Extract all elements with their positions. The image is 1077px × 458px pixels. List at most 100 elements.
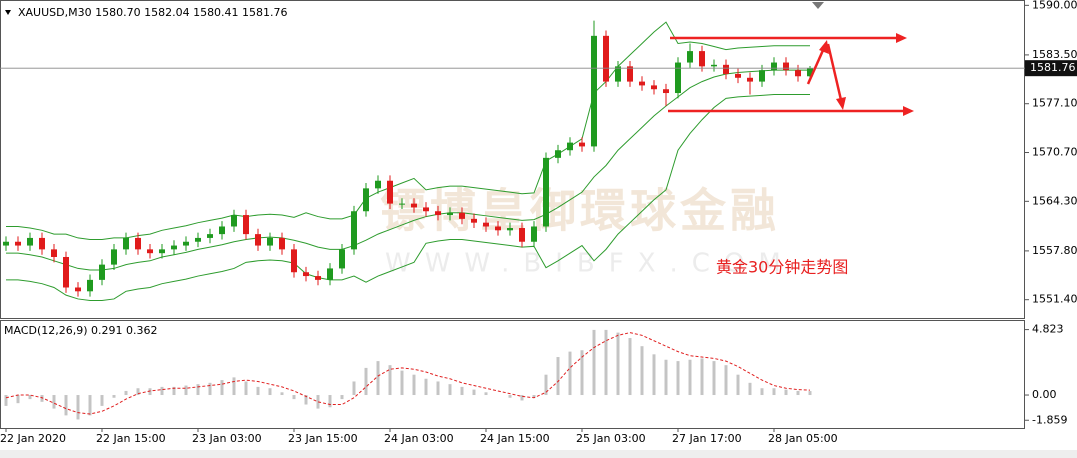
macd-bar bbox=[688, 359, 692, 396]
macd-bar bbox=[784, 389, 788, 396]
macd-bar bbox=[400, 370, 404, 396]
macd-bar bbox=[112, 395, 116, 398]
candle-body bbox=[495, 226, 501, 231]
candle-body bbox=[519, 228, 525, 242]
macd-bar bbox=[100, 395, 104, 406]
watermark-url: WWW.BIBFX.COM bbox=[385, 249, 795, 279]
y-tick-label: 1570.70 bbox=[1032, 146, 1077, 159]
macd-bar bbox=[232, 377, 236, 396]
bollinger-band bbox=[6, 21, 810, 240]
candle-body bbox=[39, 237, 45, 250]
x-tick-label: 24 Jan 03:00 bbox=[384, 432, 454, 445]
macd-bar bbox=[352, 381, 356, 396]
macd-bar bbox=[748, 382, 752, 396]
macd-bar bbox=[220, 380, 224, 396]
shift-marker bbox=[812, 2, 824, 9]
macd-bar bbox=[760, 388, 764, 396]
macd-bar bbox=[592, 329, 596, 396]
macd-bar bbox=[124, 390, 128, 396]
candle-body bbox=[627, 66, 633, 82]
arrow-head bbox=[896, 33, 907, 43]
y-tick-label: 1577.10 bbox=[1032, 97, 1077, 110]
macd-bar bbox=[508, 395, 512, 398]
macd-header: MACD(12,26,9) 0.291 0.362 bbox=[4, 324, 158, 337]
macd-bar bbox=[568, 351, 572, 396]
candle-body bbox=[267, 237, 273, 246]
candle-body bbox=[219, 226, 225, 235]
candle-body bbox=[51, 249, 57, 257]
macd-bar bbox=[184, 385, 188, 396]
x-tick-label: 23 Jan 15:00 bbox=[288, 432, 358, 445]
macd-bar bbox=[292, 395, 296, 400]
candle-body bbox=[531, 226, 537, 242]
watermark: 镖博皇御環球金融 WWW.BIBFX.COM bbox=[380, 184, 795, 279]
macd-bar bbox=[652, 354, 656, 396]
macd-bar bbox=[520, 395, 524, 401]
macd-bar bbox=[772, 388, 776, 396]
macd-bar bbox=[28, 395, 32, 400]
candle-body bbox=[795, 70, 801, 77]
x-tick-label: 25 Jan 03:00 bbox=[576, 432, 646, 445]
candle-body bbox=[159, 249, 165, 254]
arrow-head bbox=[836, 97, 846, 110]
macd-bar bbox=[304, 395, 308, 405]
candle-body bbox=[27, 237, 33, 246]
candle-body bbox=[723, 64, 729, 74]
macd-bar bbox=[640, 346, 644, 396]
candle-body bbox=[3, 241, 9, 246]
candle-body bbox=[351, 211, 357, 250]
candle-body bbox=[459, 212, 465, 219]
candle-body bbox=[699, 51, 705, 67]
bollinger-band bbox=[6, 69, 810, 271]
candle-body bbox=[135, 237, 141, 250]
macd-bar bbox=[76, 395, 80, 420]
candle-body bbox=[663, 89, 669, 94]
arrow-down bbox=[826, 43, 843, 101]
candle-body bbox=[771, 62, 777, 71]
x-tick-label: 24 Jan 15:00 bbox=[480, 432, 550, 445]
candle-body bbox=[231, 215, 237, 227]
macd-bar bbox=[4, 395, 8, 406]
y-tick-label: 1564.30 bbox=[1032, 194, 1077, 207]
symbol-header: XAUUSD,M30 1580.70 1582.04 1580.41 1581.… bbox=[18, 6, 288, 19]
candle-body bbox=[147, 249, 153, 254]
macd-bar bbox=[424, 378, 428, 396]
plot: 1590.00 1583.50 1577.10 1570.70 1564.30 1557.… bbox=[0, 0, 1077, 445]
macd-bar bbox=[316, 395, 320, 409]
candle-body bbox=[579, 142, 585, 147]
candle-body bbox=[363, 188, 369, 212]
macd-bar bbox=[256, 386, 260, 396]
candle-body bbox=[207, 234, 213, 238]
candle-body bbox=[111, 249, 117, 265]
y-tick-label: 1551.40 bbox=[1032, 293, 1077, 306]
candle-body bbox=[423, 207, 429, 212]
y-tick-label: -1.859 bbox=[1032, 413, 1067, 426]
price-label: 1581.76 bbox=[1030, 61, 1076, 74]
macd-bar bbox=[724, 365, 728, 396]
candle-body bbox=[387, 180, 393, 204]
candle-body bbox=[339, 249, 345, 269]
menu-marker bbox=[5, 10, 11, 15]
macd-bar bbox=[88, 395, 92, 416]
macd-bar bbox=[664, 359, 668, 396]
macd-panel bbox=[0, 320, 1025, 429]
candle-body bbox=[711, 64, 717, 67]
candle-body bbox=[543, 157, 549, 227]
candle-body bbox=[435, 211, 441, 216]
candle-body bbox=[99, 264, 105, 280]
macd-bar bbox=[340, 395, 344, 400]
candle-body bbox=[591, 35, 597, 147]
macd-bar bbox=[244, 381, 248, 396]
arrow-head bbox=[903, 106, 914, 116]
macd-bar bbox=[448, 384, 452, 396]
macd-bar bbox=[700, 358, 704, 396]
candle-body bbox=[747, 77, 753, 82]
macd-bar bbox=[280, 392, 284, 396]
candle-body bbox=[507, 228, 513, 231]
candle-body bbox=[411, 203, 417, 208]
macd-bar bbox=[328, 395, 332, 408]
candle-body bbox=[291, 249, 297, 273]
macd-bar bbox=[736, 374, 740, 396]
